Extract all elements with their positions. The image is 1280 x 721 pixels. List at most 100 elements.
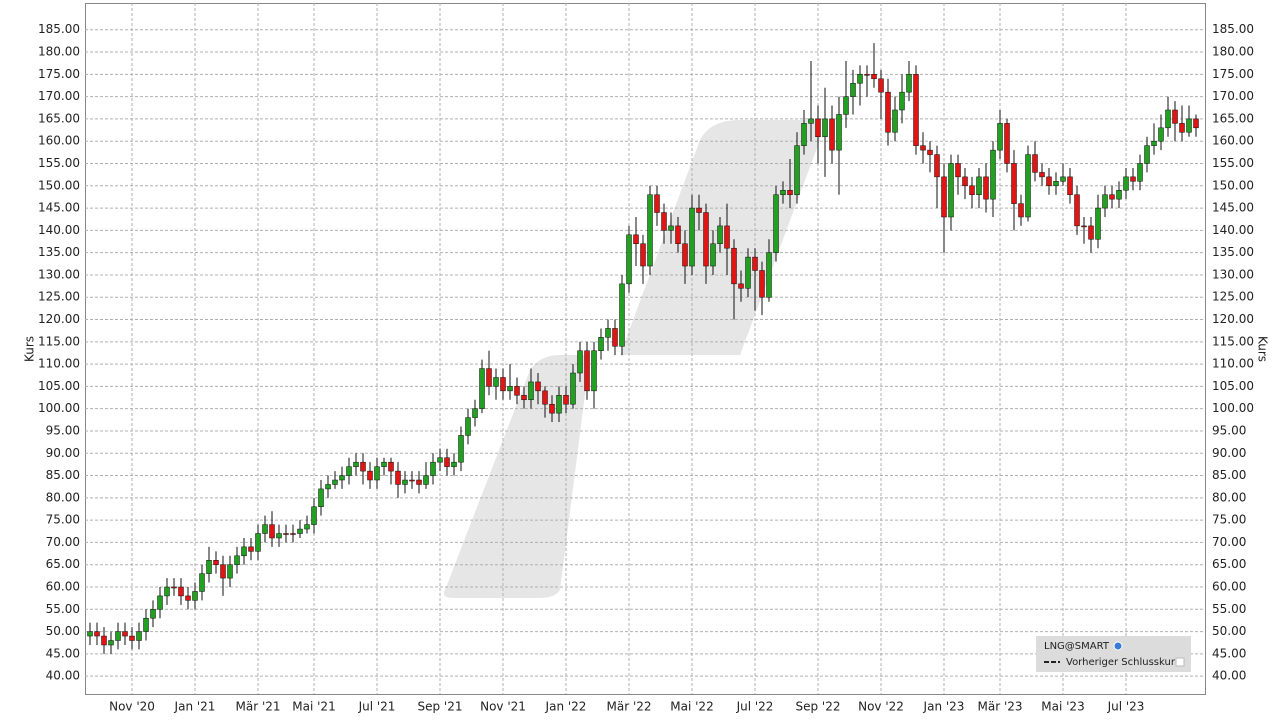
y-tick-label: 105.00 xyxy=(38,379,80,393)
candle-body xyxy=(1137,163,1143,182)
candle-body xyxy=(87,631,93,637)
candle-body xyxy=(1102,194,1108,209)
x-tick-label: Mär '23 xyxy=(977,700,1022,714)
y2-tick-label: 60.00 xyxy=(1212,580,1246,594)
candle-body xyxy=(507,386,513,392)
candle-body xyxy=(591,350,597,392)
candle-body xyxy=(1179,123,1185,133)
candle-body xyxy=(906,74,912,93)
y2-tick-label: 85.00 xyxy=(1212,468,1246,482)
x-tick-label: Mär '22 xyxy=(606,700,651,714)
candle-body xyxy=(339,475,345,481)
y2-tick-label: 150.00 xyxy=(1212,178,1254,192)
candle-body xyxy=(395,470,401,485)
candle-body xyxy=(1151,140,1157,146)
y-tick-label: 95.00 xyxy=(46,423,80,437)
candle-body xyxy=(241,546,247,557)
candle-body xyxy=(829,118,835,151)
candle-body xyxy=(731,247,737,285)
candle-body xyxy=(1123,176,1129,191)
y2-tick-label: 125.00 xyxy=(1212,290,1254,304)
candle-body xyxy=(983,176,989,200)
candle-body xyxy=(1053,181,1059,187)
candle-body xyxy=(843,96,849,115)
candle-body xyxy=(486,368,492,387)
candle-body xyxy=(465,417,471,436)
candle-body xyxy=(269,524,275,539)
candle-body xyxy=(899,91,905,111)
candle-body xyxy=(1109,194,1115,200)
candle-body xyxy=(927,149,933,155)
candle-body xyxy=(612,328,618,347)
candle-body xyxy=(605,328,611,338)
y-tick-label: 70.00 xyxy=(46,535,80,549)
candle-body xyxy=(570,372,576,405)
y2-axis-label: Kurs xyxy=(1256,336,1270,362)
candle-body xyxy=(675,225,681,244)
candle-body xyxy=(199,573,205,592)
y2-tick-label: 130.00 xyxy=(1212,267,1254,281)
legend-icon xyxy=(1113,641,1123,651)
candle-body xyxy=(451,461,457,467)
candle-body xyxy=(227,564,233,579)
candle-body xyxy=(934,154,940,178)
candle-body xyxy=(857,74,863,84)
candle-body xyxy=(318,488,324,508)
y2-tick-label: 75.00 xyxy=(1212,513,1246,527)
y2-tick-label: 175.00 xyxy=(1212,67,1254,81)
y2-tick-label: 170.00 xyxy=(1212,89,1254,103)
y-tick-label: 155.00 xyxy=(38,156,80,170)
y-tick-label: 180.00 xyxy=(38,45,80,59)
candle-body xyxy=(220,564,226,579)
y2-tick-label: 140.00 xyxy=(1212,223,1254,237)
y-tick-label: 100.00 xyxy=(38,401,80,415)
candle-body xyxy=(1060,176,1066,182)
candle-body xyxy=(304,524,310,530)
y-tick-label: 175.00 xyxy=(38,67,80,81)
candle-body xyxy=(976,176,982,195)
candle-body xyxy=(759,270,765,298)
candle-body xyxy=(633,234,639,244)
candle-body xyxy=(1067,176,1073,195)
candle-body xyxy=(1116,189,1122,200)
candle-body xyxy=(1018,203,1024,218)
candle-body xyxy=(1193,118,1199,129)
candle-body xyxy=(850,82,856,97)
y-tick-label: 145.00 xyxy=(38,201,80,215)
candle-body xyxy=(766,252,772,298)
candle-body xyxy=(549,403,555,414)
candle-body xyxy=(864,74,870,76)
candle-body xyxy=(1074,194,1080,227)
candle-body xyxy=(143,617,149,632)
candle-body xyxy=(122,631,128,637)
y-tick-label: 120.00 xyxy=(38,312,80,326)
candle-body xyxy=(1186,118,1192,133)
y2-tick-label: 70.00 xyxy=(1212,535,1246,549)
candle-body xyxy=(528,381,534,401)
candle-body xyxy=(654,194,660,213)
y-tick-label: 170.00 xyxy=(38,89,80,103)
y2-tick-label: 95.00 xyxy=(1212,423,1246,437)
y-tick-label: 40.00 xyxy=(46,669,80,683)
y2-tick-label: 110.00 xyxy=(1212,357,1254,371)
y-tick-label: 45.00 xyxy=(46,646,80,660)
candle-body xyxy=(514,386,520,396)
candle-body xyxy=(647,194,653,267)
y2-tick-label: 100.00 xyxy=(1212,401,1254,415)
y-tick-label: 90.00 xyxy=(46,446,80,460)
candle-body xyxy=(416,479,422,485)
candle-body xyxy=(423,475,429,485)
candle-body xyxy=(920,145,926,151)
candle-body xyxy=(206,560,212,574)
candle-body xyxy=(1144,145,1150,164)
candle-body xyxy=(801,123,807,146)
candle-body xyxy=(493,377,499,387)
candle-body xyxy=(521,395,527,401)
candle-body xyxy=(689,207,695,267)
y2-tick-label: 120.00 xyxy=(1212,312,1254,326)
candles xyxy=(87,43,1199,654)
candle-body xyxy=(192,591,198,601)
candle-body xyxy=(381,461,387,467)
candle-body xyxy=(1158,127,1164,142)
